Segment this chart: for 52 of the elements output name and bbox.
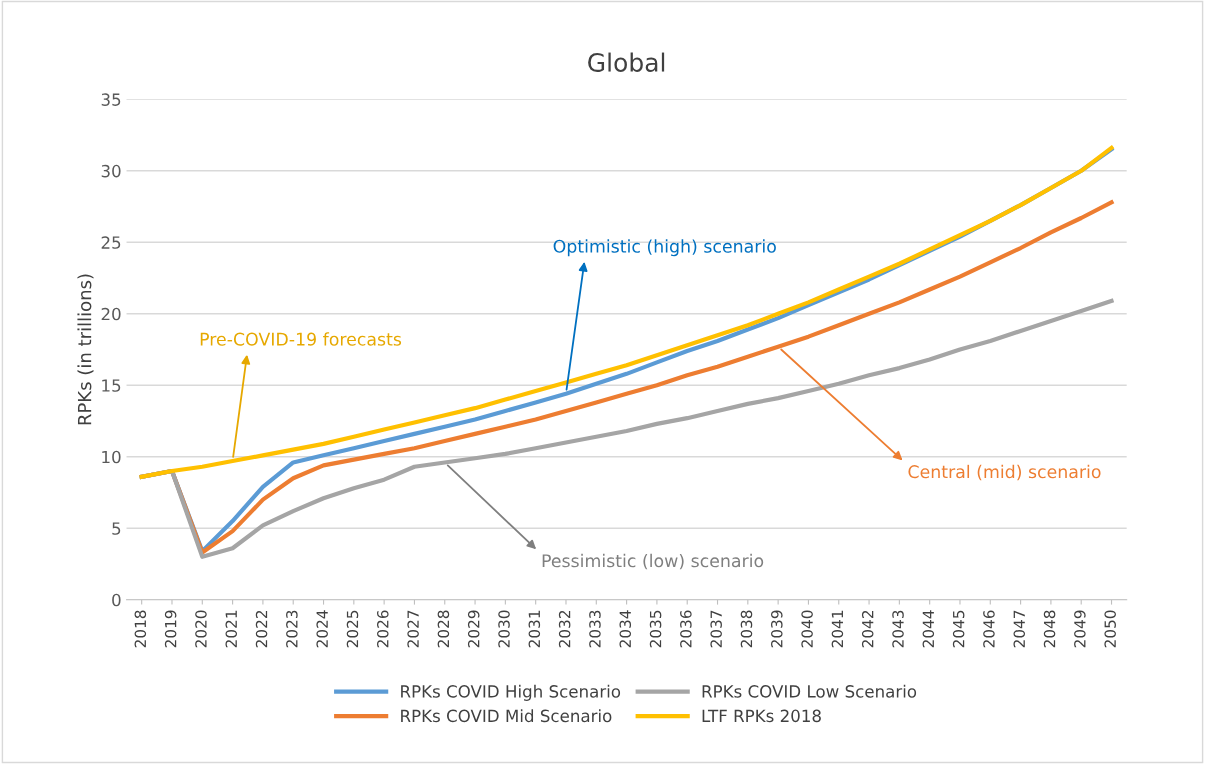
y-axis-title: RPKs (in trillions) — [77, 274, 94, 425]
legend-label: RPKs COVID Low Scenario — [702, 684, 917, 698]
x-tick-label: 2036 — [680, 610, 692, 648]
x-tick-label: 2039 — [771, 610, 783, 648]
x-tick-label: 2035 — [649, 610, 662, 648]
x-tick-label: 2030 — [498, 610, 510, 648]
x-tick-label: 2048 — [1043, 610, 1056, 648]
x-tick-label: 2046 — [983, 610, 995, 648]
x-tick-label: 2018 — [134, 610, 147, 648]
x-tick-label: 2021 — [225, 610, 238, 648]
x-tick-label: 2047 — [1013, 610, 1026, 648]
y-tick-label: 35 — [101, 93, 121, 106]
x-tick-label: 2027 — [407, 610, 419, 648]
y-tick-label: 10 — [102, 450, 121, 464]
legend-label: LTF RPKs 2018 — [702, 709, 821, 723]
y-tick-label: 5 — [112, 522, 121, 535]
x-tick-label: 2028 — [437, 610, 450, 648]
x-tick-label: 2033 — [589, 610, 601, 648]
x-tick-label: 2043 — [892, 610, 904, 648]
line-series — [139, 145, 1114, 479]
x-tick-label: 2045 — [952, 610, 965, 648]
x-tick-label: 2029 — [467, 610, 480, 648]
x-tick-label: 2042 — [861, 610, 874, 648]
y-tick-label: 25 — [101, 236, 121, 249]
x-tick-label: 2041 — [831, 610, 844, 648]
annotation: Optimistic (high) scenario — [553, 239, 776, 257]
x-tick-label: 2040 — [801, 610, 813, 648]
x-tick-label: 2022 — [255, 610, 268, 648]
x-tick-label: 2049 — [1074, 610, 1086, 648]
x-tick-label: 2050 — [1104, 610, 1116, 648]
x-tick-label: 2031 — [528, 610, 541, 648]
annotation: Pre-COVID-19 forecasts — [200, 332, 402, 346]
x-tick-label: 2023 — [286, 610, 298, 648]
x-tick-label: 2044 — [922, 610, 935, 648]
x-tick-label: 2020 — [195, 610, 207, 648]
x-tick-label: 2025 — [346, 610, 359, 648]
annotation: Pessimistic (low) scenario — [542, 553, 764, 570]
y-tick-label: 30 — [101, 164, 121, 178]
chart-title: Global — [588, 52, 665, 72]
y-tick-label: 15 — [102, 379, 121, 392]
x-tick-label: 2026 — [377, 610, 389, 648]
x-tick-label: 2032 — [558, 610, 571, 648]
x-tick-label: 2019 — [164, 610, 177, 648]
x-tick-label: 2038 — [740, 610, 753, 648]
x-tick-label: 2024 — [316, 610, 328, 648]
x-tick-label: 2034 — [619, 610, 632, 648]
y-tick-label: 20 — [101, 307, 121, 321]
legend-label: RPKs COVID High Scenario — [401, 684, 621, 701]
annotation: Central (mid) scenario — [908, 464, 1101, 481]
y-tick-label: 0 — [112, 593, 121, 607]
x-tick-label: 2037 — [710, 610, 722, 648]
legend-label: RPKs COVID Mid Scenario — [401, 709, 612, 723]
